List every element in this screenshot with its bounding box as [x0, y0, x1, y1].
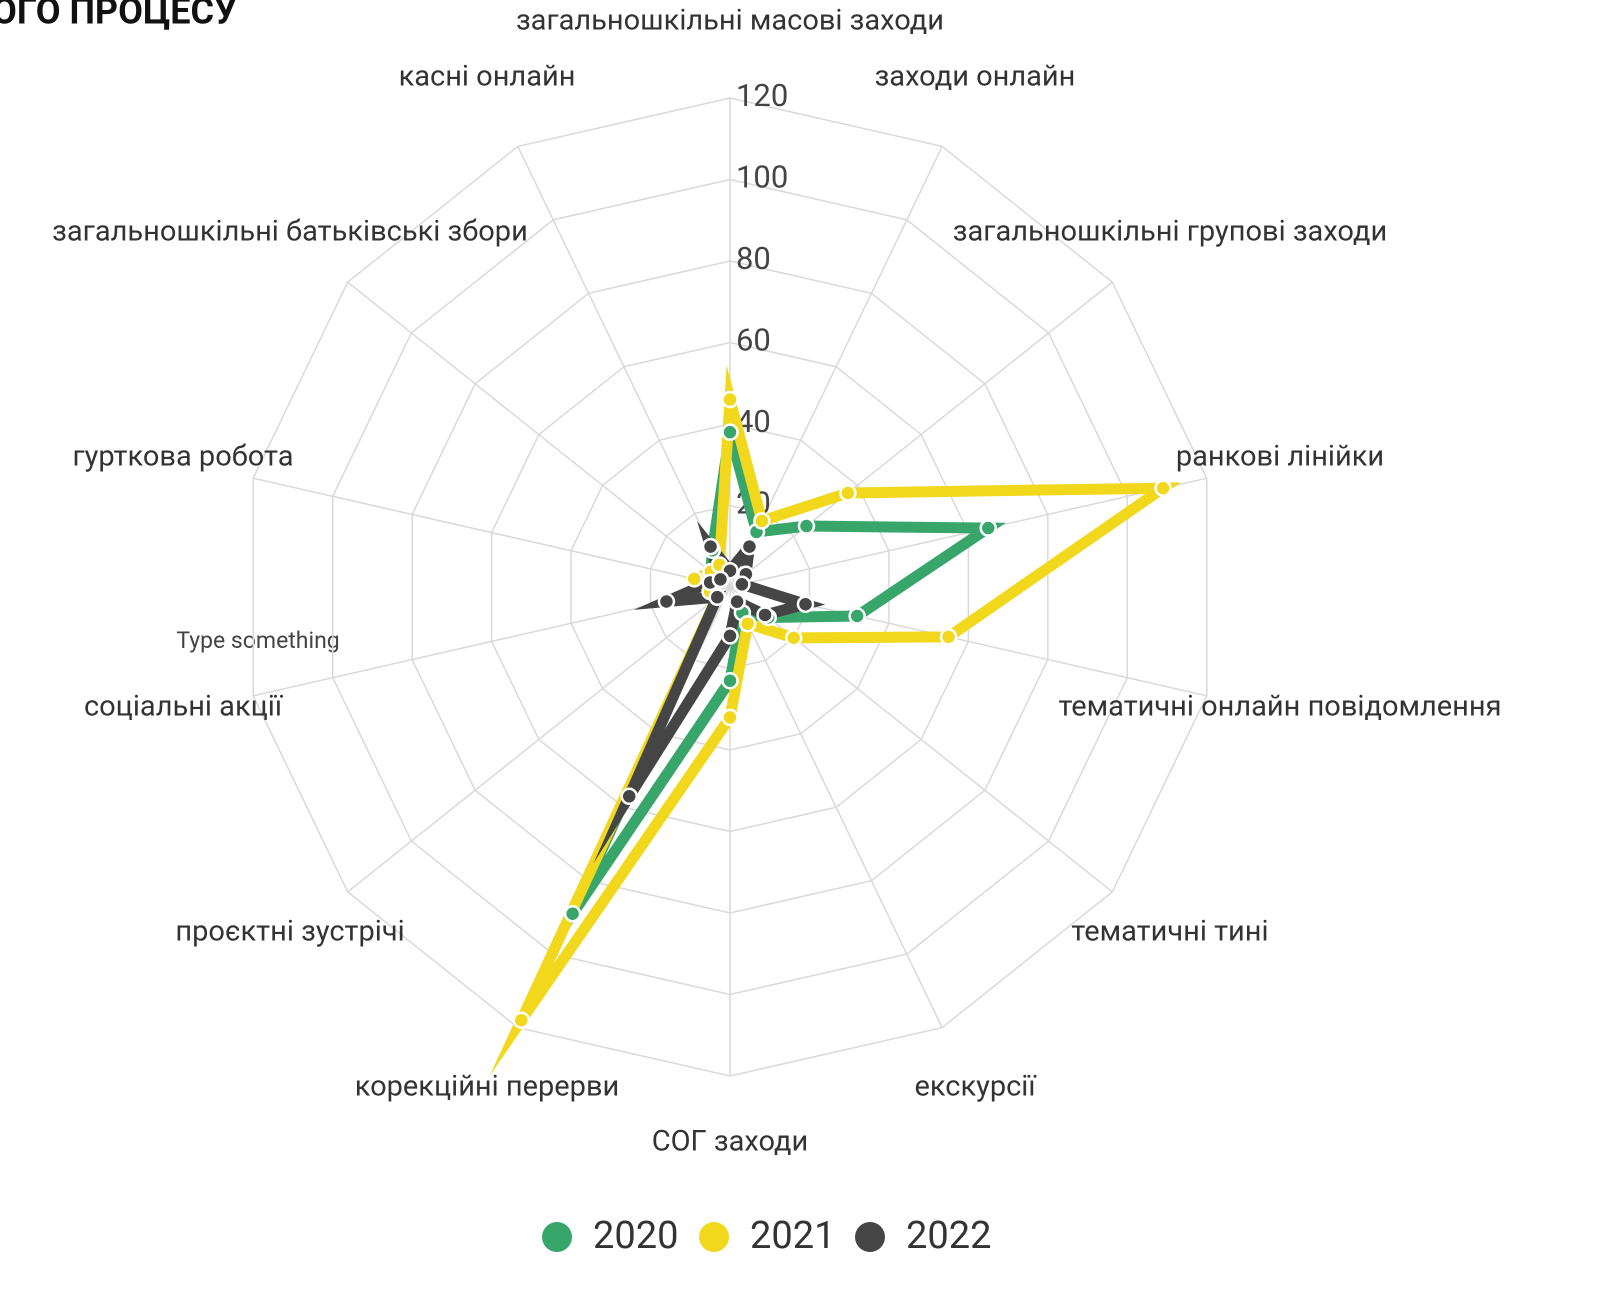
data-point: [620, 787, 638, 806]
data-point: [563, 905, 582, 923]
annotation: Type something: [176, 627, 339, 654]
data-point: [784, 629, 803, 647]
category-label: проєктні зустрічі: [175, 915, 404, 949]
data-point: [708, 588, 727, 606]
category-label: екскурсії: [914, 1070, 1037, 1104]
legend-marker: [699, 1222, 729, 1252]
data-point: [839, 484, 857, 502]
r-tick-label: 120: [736, 77, 788, 114]
spoke: [729, 281, 1113, 588]
data-point: [1154, 479, 1172, 497]
data-point: [721, 708, 739, 727]
r-tick-label: 60: [736, 322, 771, 359]
data-point: [796, 595, 815, 613]
data-point: [753, 512, 771, 530]
category-label: СОГ заходи: [652, 1125, 809, 1159]
data-point: [685, 570, 703, 588]
r-tick-label: 80: [736, 240, 771, 277]
data-point: [657, 592, 676, 611]
legend-label: 2020: [593, 1214, 678, 1258]
spoke: [517, 146, 731, 588]
data-point: [740, 537, 759, 556]
data-point: [797, 517, 816, 535]
data-point: [721, 671, 739, 690]
data-point: [939, 628, 958, 646]
category-label: заходи онлайн: [875, 60, 1076, 94]
data-point: [756, 606, 774, 624]
spoke: [729, 586, 943, 1028]
category-label: тематичні тині: [1071, 915, 1268, 949]
category-label: соціальні акції: [84, 690, 284, 724]
data-point: [701, 537, 720, 556]
spoke: [347, 281, 731, 588]
r-tick-label: 100: [736, 159, 788, 196]
category-label: загальношкільні групові заходи: [953, 215, 1387, 249]
legend-marker: [542, 1222, 572, 1252]
category-label: гурткова робота: [72, 440, 293, 474]
data-point: [979, 519, 997, 537]
spoke: [253, 477, 731, 588]
category-label: корекційні перерви: [355, 1070, 620, 1104]
data-point: [848, 607, 866, 625]
data-point: [721, 390, 739, 409]
legend-label: 2022: [906, 1214, 991, 1258]
chart-title: ОГО ПРОЦЕСУ: [0, 0, 237, 33]
data-point: [721, 423, 739, 441]
data-point: [733, 575, 751, 594]
category-label: тематичні онлайн повідомлення: [1058, 690, 1501, 724]
category-label: загальношкільні масові заходи: [516, 4, 944, 38]
category-label: касні онлайн: [399, 60, 576, 94]
series-line: [540, 405, 1007, 972]
data-point: [721, 627, 739, 645]
category-label: загальношкільні батьківські збори: [52, 215, 528, 249]
data-point: [738, 614, 757, 633]
category-label: ранкові лінійки: [1176, 440, 1384, 474]
data-point: [728, 592, 746, 611]
data-point: [711, 570, 730, 589]
spoke: [347, 586, 731, 893]
legend-marker: [855, 1222, 885, 1252]
data-point: [512, 1011, 531, 1029]
legend-label: 2021: [750, 1214, 835, 1258]
